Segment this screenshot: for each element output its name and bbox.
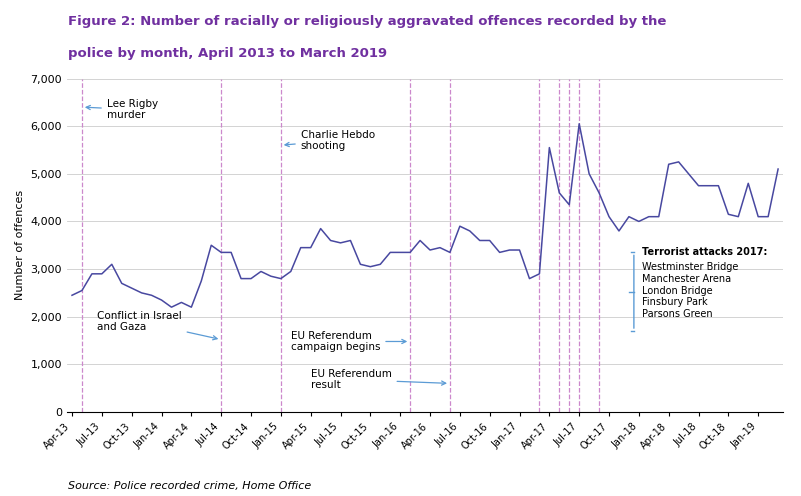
Text: Terrorist attacks 2017:: Terrorist attacks 2017: (642, 248, 767, 257)
Text: Finsbury Park: Finsbury Park (642, 298, 707, 308)
Text: Parsons Green: Parsons Green (642, 310, 712, 319)
Text: EU Referendum
campaign begins: EU Referendum campaign begins (291, 331, 406, 352)
Text: EU Referendum
result: EU Referendum result (311, 369, 445, 390)
Text: Westminster Bridge: Westminster Bridge (642, 262, 739, 272)
Text: Lee Rigby
murder: Lee Rigby murder (87, 99, 158, 121)
Text: Figure 2: Number of racially or religiously aggravated offences recorded by the: Figure 2: Number of racially or religiou… (68, 15, 666, 28)
Text: Charlie Hebdo
shooting: Charlie Hebdo shooting (285, 129, 375, 151)
Text: police by month, April 2013 to March 2019: police by month, April 2013 to March 201… (68, 47, 387, 60)
Text: Conflict in Israel
and Gaza: Conflict in Israel and Gaza (97, 310, 217, 340)
Y-axis label: Number of offences: Number of offences (15, 190, 25, 300)
Text: Manchester Arena: Manchester Arena (642, 274, 731, 284)
Text: London Bridge: London Bridge (642, 286, 712, 296)
Text: Source: Police recorded crime, Home Office: Source: Police recorded crime, Home Offi… (68, 481, 312, 491)
